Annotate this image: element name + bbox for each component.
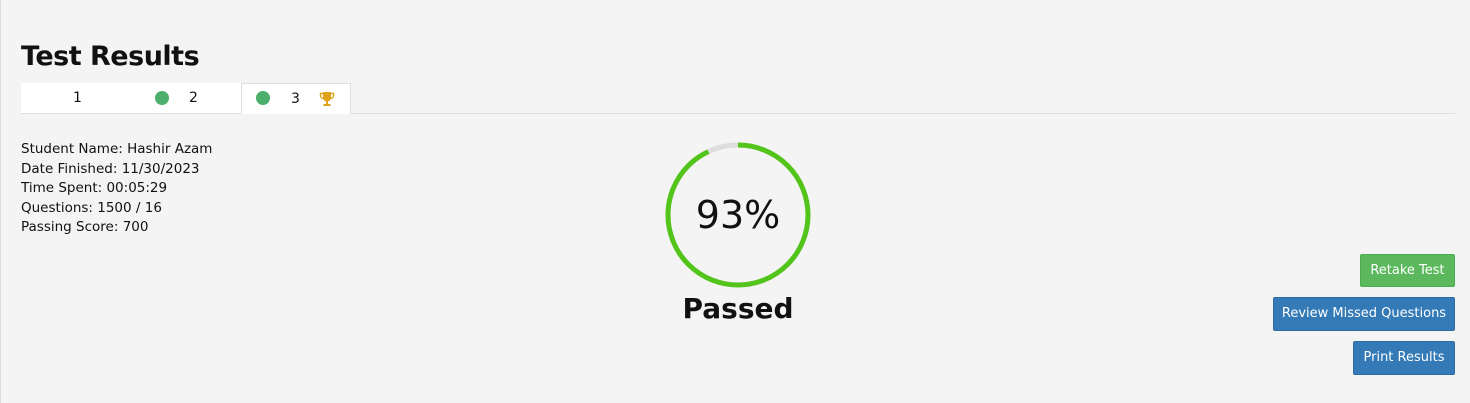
tab-attempt-1-label: 1 bbox=[73, 90, 82, 106]
tab-attempt-2-label: 2 bbox=[189, 90, 198, 106]
retake-test-button[interactable]: Retake Test bbox=[1360, 254, 1455, 287]
date-finished: Date Finished: 11/30/2023 bbox=[21, 160, 200, 177]
print-results-button[interactable]: Print Results bbox=[1353, 341, 1455, 375]
passed-dot-icon bbox=[256, 91, 270, 105]
tab-attempt-3-label: 3 bbox=[291, 91, 300, 107]
review-missed-questions-button[interactable]: Review Missed Questions bbox=[1273, 297, 1455, 331]
tabs-divider bbox=[21, 113, 1455, 114]
questions-count: Questions: 1500 / 16 bbox=[21, 199, 162, 216]
gauge-progress bbox=[665, 142, 811, 288]
attempt-tabs: 1 2 3 bbox=[21, 83, 351, 114]
time-spent: Time Spent: 00:05:29 bbox=[21, 180, 168, 196]
left-border bbox=[0, 0, 1, 403]
tab-attempt-2[interactable]: 2 bbox=[131, 83, 241, 113]
score-gauge: 93% bbox=[663, 140, 813, 290]
score-ring bbox=[665, 142, 811, 288]
trophy-icon bbox=[319, 92, 335, 106]
student-info: Student Name: Hashir Azam Date Finished:… bbox=[21, 140, 212, 238]
student-name: Student Name: Hashir Azam bbox=[21, 141, 213, 157]
tab-attempt-3[interactable]: 3 bbox=[241, 83, 351, 114]
passed-dot-icon bbox=[155, 91, 169, 105]
score-percent: 93% bbox=[695, 193, 781, 237]
passing-score: Passing Score: 700 bbox=[21, 219, 149, 235]
page-title: Test Results bbox=[21, 41, 200, 72]
tab-attempt-1[interactable]: 1 bbox=[21, 83, 131, 113]
result-status: Passed bbox=[682, 292, 794, 325]
